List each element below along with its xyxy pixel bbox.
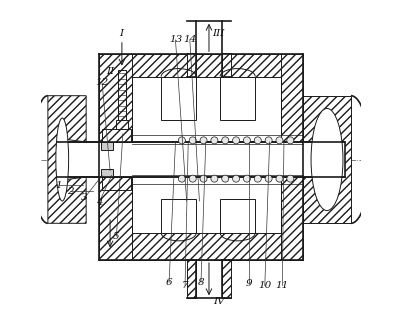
Circle shape [200,137,207,144]
Text: II: II [106,67,114,76]
Text: I: I [119,29,123,38]
Bar [161,77,196,120]
Bar [100,142,113,150]
Text: 10: 10 [257,281,271,290]
Circle shape [275,175,282,182]
Bar [161,199,196,233]
Bar [57,142,344,177]
Bar [102,129,130,142]
Circle shape [243,175,250,182]
Text: 8: 8 [197,278,204,287]
Ellipse shape [56,118,69,201]
Circle shape [189,175,196,182]
Text: 9: 9 [245,279,251,288]
Circle shape [264,137,271,144]
Circle shape [286,175,293,182]
Text: 14: 14 [183,35,196,44]
Polygon shape [302,96,350,223]
Text: 11: 11 [275,281,288,290]
Circle shape [275,137,282,144]
Ellipse shape [310,108,342,211]
Text: IV: IV [212,297,224,306]
Bar [100,169,113,177]
Bar [220,199,255,233]
Circle shape [221,137,228,144]
Circle shape [189,137,196,144]
Bar [117,70,126,120]
Bar [222,260,231,298]
Circle shape [254,137,261,144]
Circle shape [243,137,250,144]
Circle shape [232,137,239,144]
Bar [220,77,255,120]
Polygon shape [99,177,302,260]
Text: 12: 12 [95,78,108,87]
Circle shape [254,175,261,182]
Polygon shape [99,54,302,142]
Circle shape [221,175,228,182]
Text: 3: 3 [81,193,88,202]
Circle shape [286,137,293,144]
Circle shape [211,137,217,144]
Bar [116,120,127,129]
Bar [102,177,130,190]
Bar [222,53,231,77]
Text: 5: 5 [113,232,119,241]
Circle shape [200,175,207,182]
Circle shape [178,175,185,182]
Text: 1: 1 [56,181,62,189]
Text: 2: 2 [67,187,73,196]
Text: III: III [212,29,224,38]
Circle shape [264,175,271,182]
Text: 7: 7 [181,281,188,290]
Polygon shape [48,96,86,223]
Circle shape [232,175,239,182]
Bar [186,53,195,77]
Circle shape [211,175,217,182]
Bar [186,260,195,298]
Circle shape [178,137,185,144]
Text: 13: 13 [168,35,182,44]
Text: 6: 6 [165,278,172,287]
Text: 4: 4 [95,198,102,207]
